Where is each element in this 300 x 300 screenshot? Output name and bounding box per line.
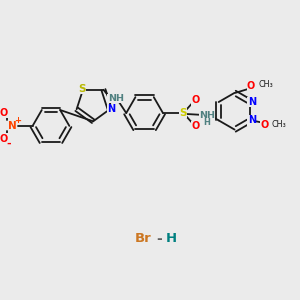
Text: NH: NH: [199, 111, 215, 120]
Text: NH: NH: [108, 94, 124, 103]
Text: H: H: [166, 232, 177, 245]
Text: N: N: [8, 121, 17, 131]
Text: O: O: [0, 134, 8, 144]
Text: O: O: [192, 95, 200, 105]
Text: H: H: [204, 118, 211, 127]
Text: -: -: [6, 139, 10, 149]
Text: S: S: [179, 108, 187, 118]
Text: O: O: [192, 121, 200, 131]
Text: N: N: [107, 104, 116, 114]
Text: O: O: [0, 108, 8, 118]
Text: N: N: [248, 116, 256, 125]
Text: O: O: [247, 80, 255, 91]
Text: O: O: [260, 120, 269, 130]
Text: N: N: [248, 97, 256, 107]
Text: S: S: [78, 84, 85, 94]
Text: CH₃: CH₃: [259, 80, 273, 89]
Text: Br: Br: [135, 232, 152, 245]
Text: -: -: [157, 232, 162, 246]
Text: +: +: [14, 116, 21, 125]
Text: CH₃: CH₃: [272, 120, 286, 129]
